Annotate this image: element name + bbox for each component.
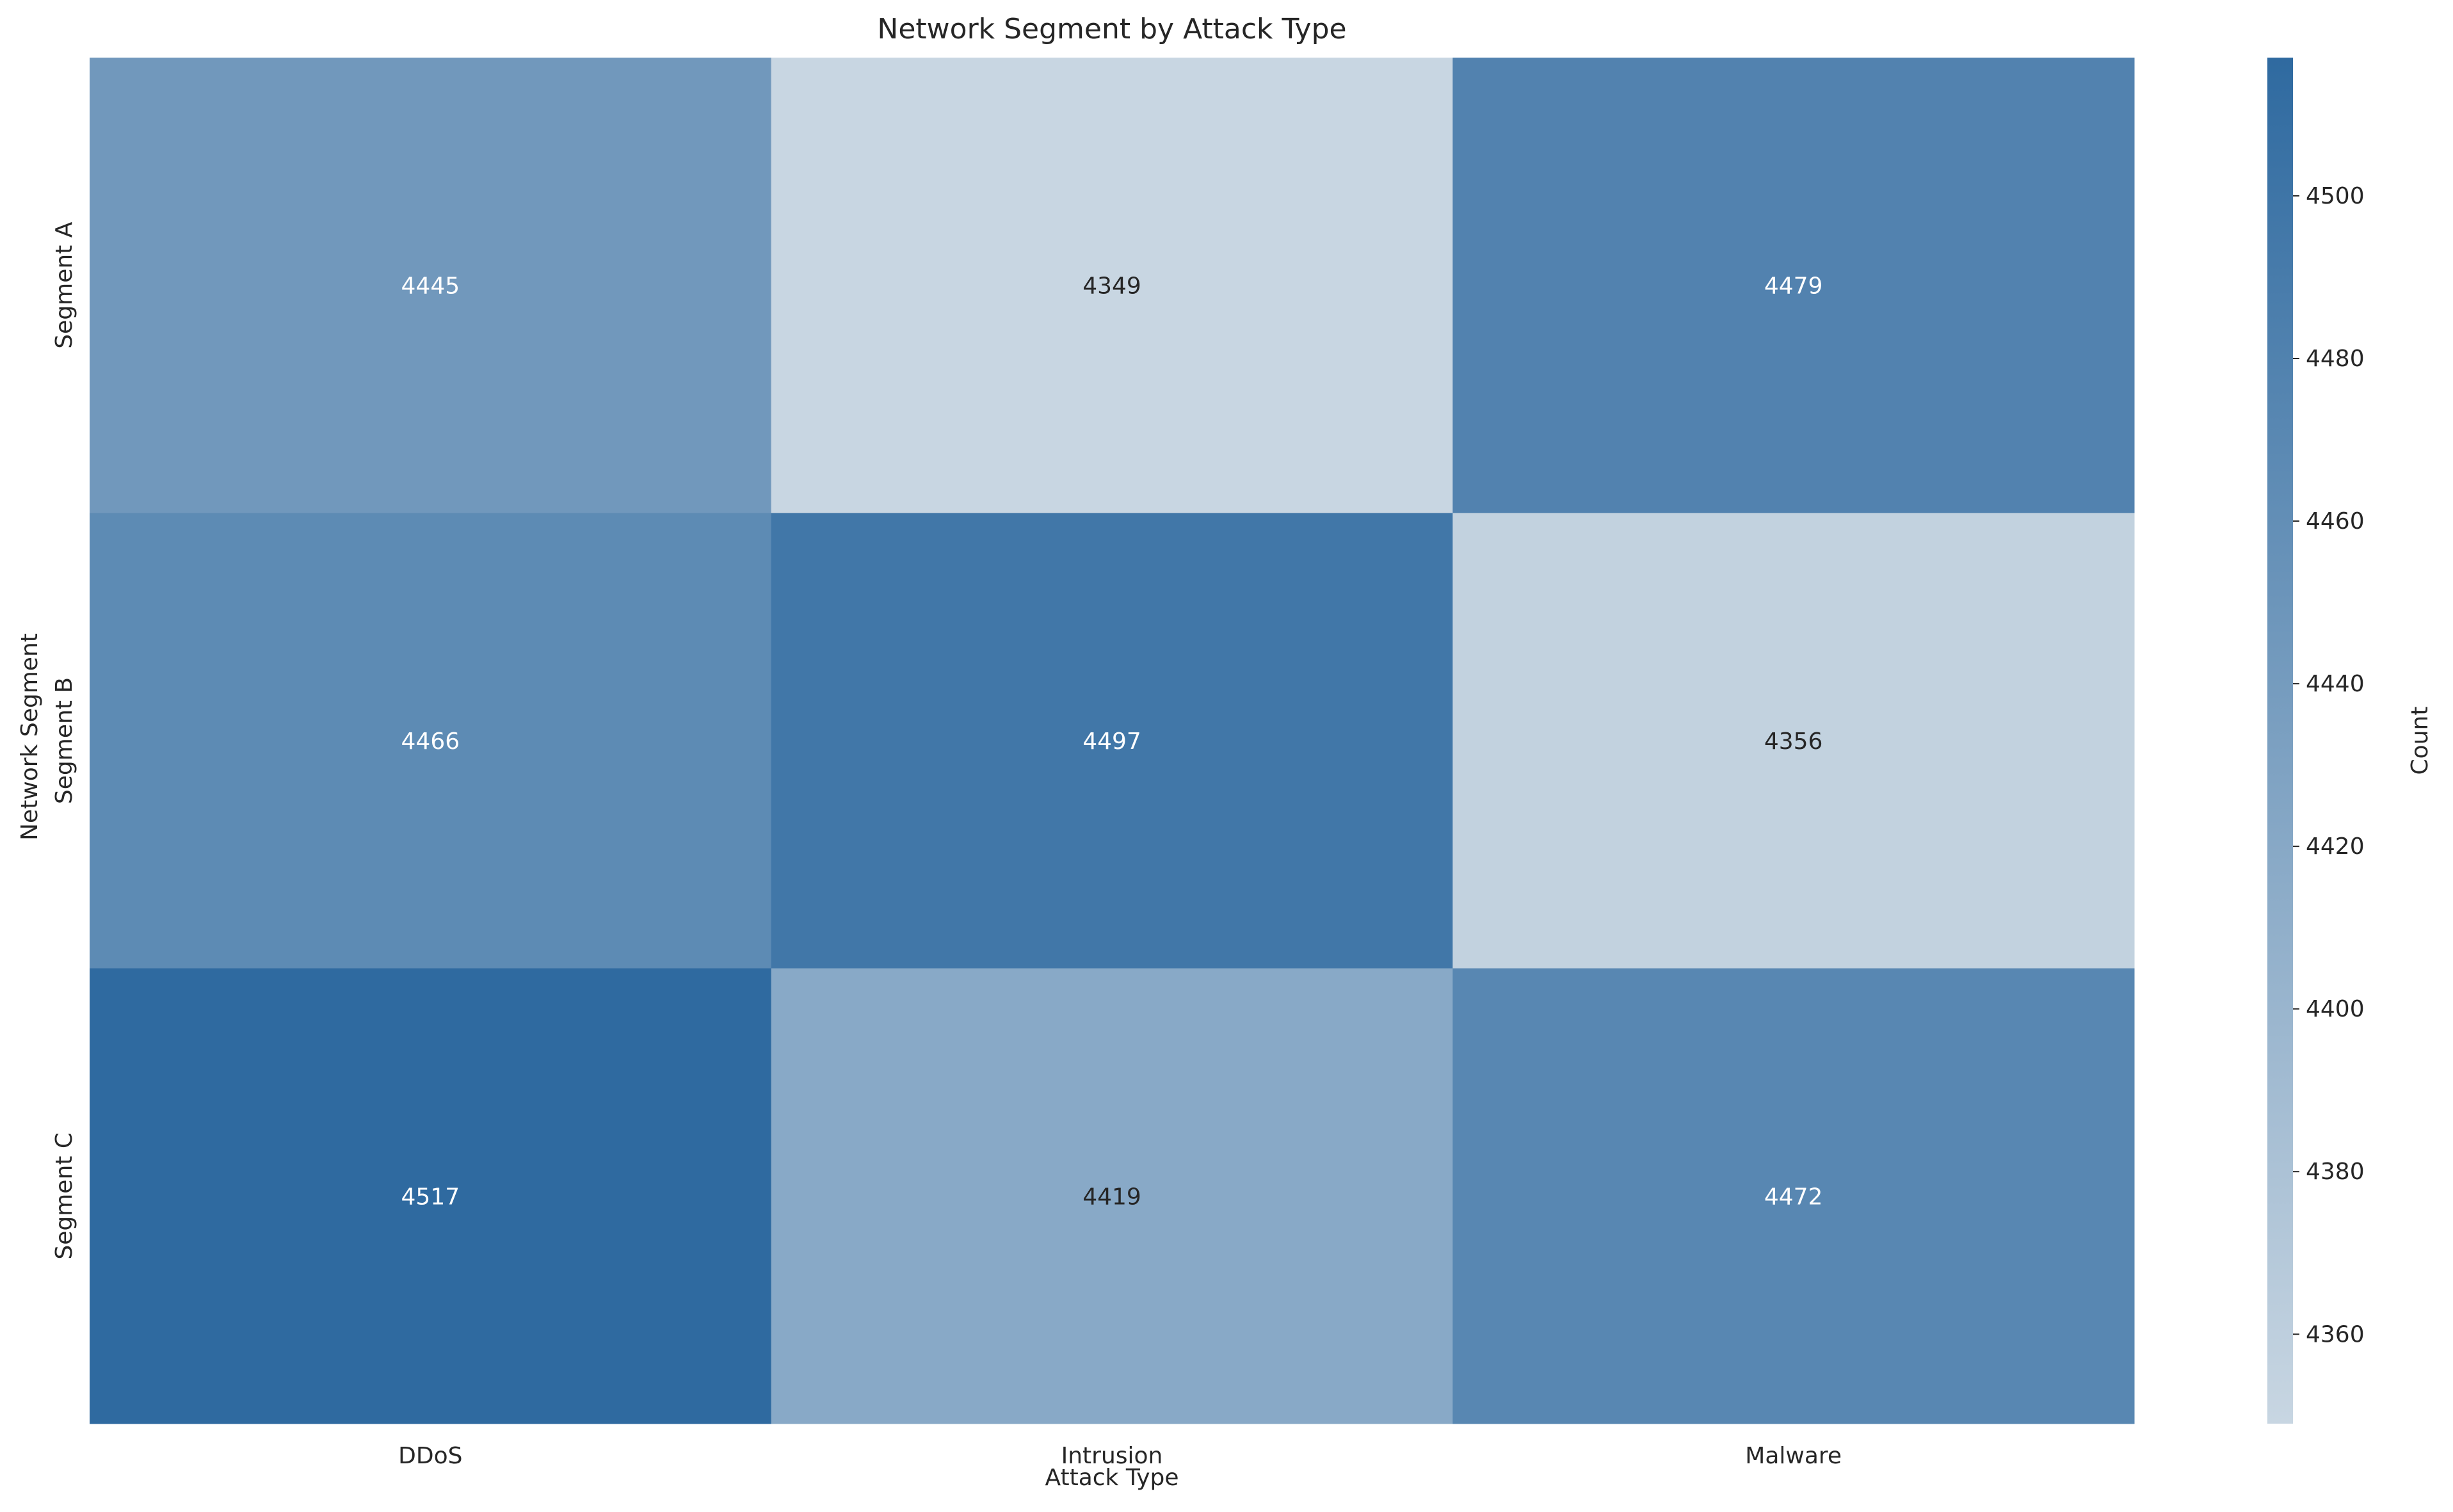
heatmap-cell-labels: 4445 4349 4479 4466 4497 4356 4517 4419 4472 (401, 273, 1823, 1210)
colorbar-tick-label: 4440 (2306, 671, 2365, 697)
colorbar-tick-labels: 4360 4380 4400 4420 4440 4460 4480 4500 (2293, 183, 2365, 1347)
heatmap-cell (1452, 968, 2135, 1424)
heatmap-cell (1452, 58, 2135, 513)
x-axis-label: Attack Type (1045, 1465, 1178, 1491)
y-tick-label: Segment C (51, 1132, 77, 1260)
x-tick-label: Intrusion (1061, 1443, 1163, 1469)
cell-value-label: 4517 (401, 1184, 460, 1210)
colorbar-tick-label: 4420 (2306, 833, 2365, 860)
cell-value-label: 4472 (1764, 1184, 1823, 1210)
cell-value-label: 4466 (401, 728, 460, 755)
colorbar-tick-label: 4500 (2306, 183, 2365, 209)
cell-value-label: 4349 (1082, 273, 1141, 300)
colorbar-label: Count (2407, 707, 2433, 775)
heatmap-cell (771, 513, 1453, 969)
y-tick-label: Segment A (51, 221, 77, 348)
heatmap-cell (771, 968, 1453, 1424)
cell-value-label: 4497 (1082, 728, 1141, 755)
y-axis-label: Network Segment (17, 633, 43, 840)
heatmap-cell (1452, 513, 2135, 969)
cell-value-label: 4356 (1764, 728, 1823, 755)
y-tick-label: Segment B (51, 677, 77, 804)
x-tick-label: Malware (1745, 1443, 1842, 1469)
y-axis-tick-labels: Segment A Segment B Segment C (51, 221, 77, 1259)
cell-value-label: 4479 (1764, 273, 1823, 300)
cell-value-label: 4419 (1082, 1184, 1141, 1210)
heatmap-cells (90, 58, 2135, 1424)
colorbar-tick-label: 4460 (2306, 508, 2365, 535)
x-axis-tick-labels: DDoS Intrusion Malware (398, 1443, 1842, 1469)
heatmap-cell (90, 513, 772, 969)
cell-value-label: 4445 (401, 273, 460, 300)
colorbar-tick-label: 4380 (2306, 1159, 2365, 1185)
colorbar (2267, 58, 2293, 1424)
x-tick-label: DDoS (398, 1443, 462, 1469)
heatmap-cell (90, 968, 772, 1424)
colorbar-tick-label: 4480 (2306, 346, 2365, 372)
heatmap-cell (90, 58, 772, 513)
colorbar-tick-label: 4400 (2306, 996, 2365, 1022)
colorbar-tick-label: 4360 (2306, 1321, 2365, 1347)
chart-title: Network Segment by Attack Type (877, 13, 1346, 45)
heatmap-cell (771, 58, 1453, 513)
